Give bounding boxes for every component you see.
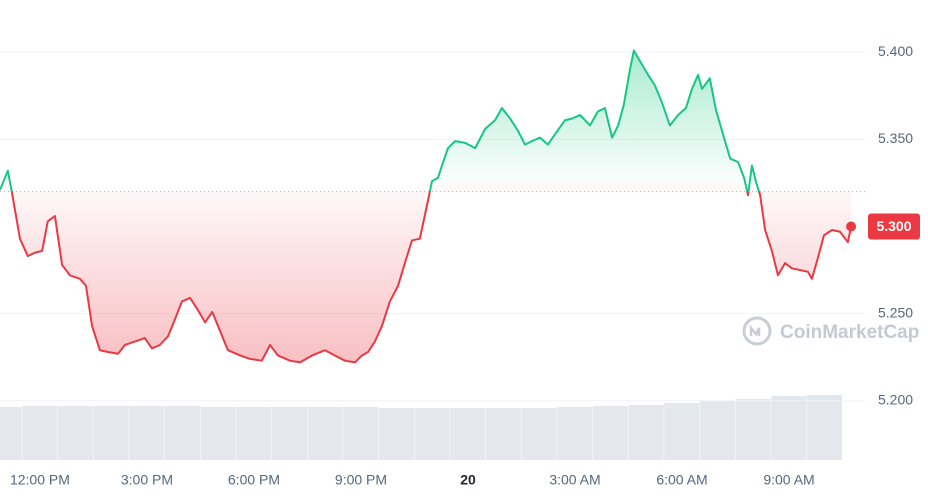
volume-bar xyxy=(521,408,557,460)
y-tick-label: 5.400 xyxy=(878,43,913,59)
x-tick-label: 3:00 PM xyxy=(121,472,173,488)
x-tick-label: 20 xyxy=(460,472,476,488)
volume-bar xyxy=(0,407,22,460)
volume-bar xyxy=(557,407,593,460)
volume-bar xyxy=(485,408,521,460)
volume-bar xyxy=(735,399,771,460)
x-tick-label: 9:00 PM xyxy=(335,472,387,488)
volume-bar xyxy=(378,408,414,460)
volume-bar xyxy=(628,405,664,460)
last-value-tag xyxy=(868,213,920,240)
x-tick-label: 12:00 PM xyxy=(10,472,70,488)
volume-bar xyxy=(57,406,93,460)
volume-bar xyxy=(592,406,629,460)
volume-bar xyxy=(129,406,165,460)
x-tick-label: 3:00 AM xyxy=(549,472,600,488)
volume-bar xyxy=(236,407,272,460)
volume-bar xyxy=(771,396,807,460)
volume-bar xyxy=(699,401,736,460)
watermark: CoinMarketCap xyxy=(780,322,919,343)
price-line xyxy=(0,49,853,364)
last-value-label: 5.300 xyxy=(876,218,911,234)
volume-bar xyxy=(343,407,379,460)
y-tick-label: 5.200 xyxy=(878,391,913,407)
volume-bar xyxy=(93,406,129,460)
volume-bar xyxy=(664,403,700,460)
volume-bar xyxy=(22,406,58,460)
volume-bar xyxy=(271,407,307,460)
y-tick-label: 5.350 xyxy=(878,130,913,146)
last-point xyxy=(846,221,857,232)
volume-bar xyxy=(164,406,200,460)
volume-bar xyxy=(450,408,486,460)
volume-bar xyxy=(307,407,343,460)
x-tick-label: 6:00 PM xyxy=(228,472,280,488)
logo-ring xyxy=(742,316,772,346)
volume-bar xyxy=(414,408,450,460)
x-tick-label: 6:00 AM xyxy=(656,472,707,488)
y-tick-label: 5.250 xyxy=(878,304,913,320)
watermark-logo xyxy=(742,316,772,346)
price-area xyxy=(0,50,852,363)
volume-bar xyxy=(200,407,236,460)
logo-mark xyxy=(749,324,761,337)
volume-bar xyxy=(806,395,843,460)
x-tick-label: 9:00 AM xyxy=(763,472,814,488)
